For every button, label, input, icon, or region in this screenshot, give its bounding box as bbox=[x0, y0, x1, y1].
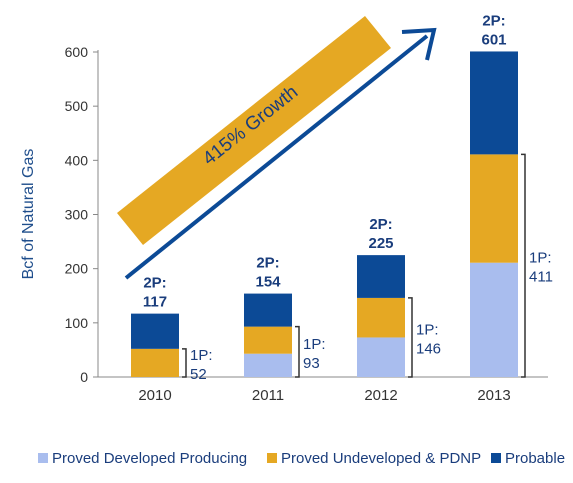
bar-segment bbox=[470, 51, 518, 155]
total-2p-prefix: 2P: bbox=[143, 275, 166, 292]
y-axis-label: Bcf of Natural Gas bbox=[20, 149, 37, 280]
y-tick-label: 600 bbox=[65, 44, 89, 60]
total-2p-value: 117 bbox=[143, 294, 167, 311]
total-1p-prefix: 1P: bbox=[303, 336, 326, 353]
bar-segment bbox=[244, 353, 292, 377]
total-1p-prefix: 1P: bbox=[416, 321, 439, 338]
growth-banner: 415% Growth bbox=[117, 16, 391, 245]
y-tick-label: 100 bbox=[65, 315, 89, 331]
total-1p-value: 411 bbox=[529, 269, 553, 286]
total-1p-value: 146 bbox=[416, 340, 441, 357]
y-tick-label: 0 bbox=[80, 369, 88, 385]
bracket-1p bbox=[295, 325, 300, 378]
bar-segment bbox=[357, 337, 405, 377]
legend-label: Probable bbox=[505, 450, 565, 467]
growth-arrow-line bbox=[124, 34, 429, 280]
total-1p-value: 52 bbox=[190, 366, 207, 383]
total-2p-value: 225 bbox=[368, 235, 393, 252]
bar-segment bbox=[357, 255, 405, 298]
growth-arrow-head bbox=[401, 27, 437, 61]
total-1p-value: 93 bbox=[303, 355, 320, 372]
total-2p-prefix: 2P: bbox=[256, 255, 279, 272]
total-1p-prefix: 1P: bbox=[529, 250, 552, 267]
x-tick-label: 2011 bbox=[252, 387, 284, 404]
legend-swatch bbox=[38, 453, 48, 463]
y-tick-label: 400 bbox=[65, 152, 89, 168]
total-2p-prefix: 2P: bbox=[482, 12, 505, 29]
bar-segment bbox=[244, 326, 292, 354]
y-tick-label: 300 bbox=[65, 207, 89, 223]
legend-label: Proved Developed Producing bbox=[52, 450, 247, 467]
total-1p-prefix: 1P: bbox=[190, 347, 213, 364]
x-tick-label: 2013 bbox=[477, 387, 510, 404]
growth-banner-band bbox=[117, 16, 391, 245]
bar-segment bbox=[131, 313, 179, 349]
bar-segment bbox=[470, 262, 518, 377]
legend-label: Proved Undeveloped & PDNP bbox=[281, 450, 481, 467]
bar-segment bbox=[244, 293, 292, 327]
legend-item: Proved Developed Producing bbox=[38, 450, 247, 467]
legend-swatch bbox=[491, 453, 501, 463]
y-tick-label: 500 bbox=[65, 98, 89, 114]
x-tick-label: 2012 bbox=[364, 387, 397, 404]
legend-item: Probable bbox=[491, 450, 565, 467]
legend-swatch bbox=[267, 453, 277, 463]
growth-arrow bbox=[124, 27, 437, 280]
total-2p-value: 601 bbox=[481, 31, 506, 48]
bracket-1p bbox=[182, 348, 187, 378]
bar-segment bbox=[470, 154, 518, 263]
y-tick-label: 200 bbox=[65, 261, 89, 277]
bracket-1p bbox=[521, 153, 526, 378]
total-2p-prefix: 2P: bbox=[369, 216, 392, 233]
bar-segment bbox=[131, 348, 179, 377]
bar-segment bbox=[357, 297, 405, 338]
legend-item: Proved Undeveloped & PDNP bbox=[267, 450, 481, 467]
total-2p-value: 154 bbox=[255, 274, 281, 291]
x-tick-label: 2010 bbox=[138, 387, 171, 404]
bracket-1p bbox=[408, 297, 413, 378]
